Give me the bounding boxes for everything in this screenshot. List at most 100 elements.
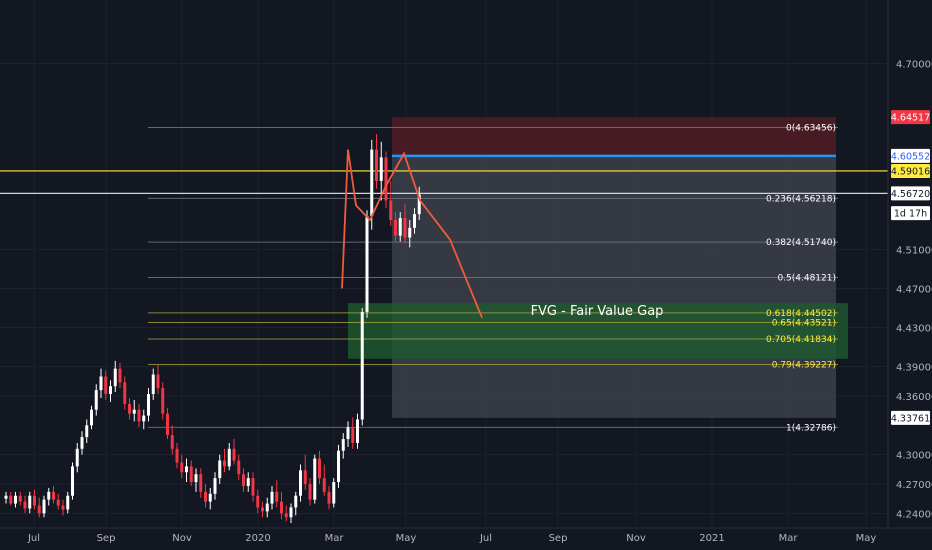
candle-body-83: [398, 218, 402, 236]
price-label-countdown: 1d 17h: [894, 209, 927, 220]
candle-body-17: [85, 425, 89, 438]
fib-label-3: 0.5(4.48121): [777, 273, 836, 283]
candle-body-12: [61, 505, 65, 510]
price-tick-0: 4.70000: [896, 60, 932, 71]
price-tick-3: 4.43000: [896, 324, 932, 335]
price-tick-8: 4.24000: [896, 509, 932, 520]
candle-body-0: [4, 495, 8, 499]
candle-body-79: [379, 157, 383, 181]
time-tick-11: May: [856, 533, 877, 544]
time-tick-8: Nov: [626, 533, 646, 544]
candle-body-50: [242, 474, 245, 486]
candle-body-80: [384, 157, 388, 201]
candle-body-81: [389, 200, 393, 220]
candle-body-28: [137, 409, 141, 422]
candle-body-45: [218, 460, 222, 479]
candle-body-47: [227, 448, 231, 467]
fib-label-4: 0.618(4.44502): [766, 309, 836, 319]
candle-body-31: [151, 374, 155, 395]
candle-body-52: [251, 478, 255, 496]
candle-body-51: [246, 478, 250, 486]
zones: [348, 117, 848, 418]
candle-body-78: [375, 149, 378, 181]
target-zone: [392, 155, 836, 418]
fvg-annotation[interactable]: FVG - Fair Value Gap: [531, 304, 664, 319]
candle-body-68: [327, 491, 331, 504]
price-axis-bg: [888, 0, 932, 550]
candle-body-65: [313, 458, 317, 500]
candle-body-23: [113, 368, 117, 387]
candle-body-74: [356, 419, 359, 443]
fibonacci-retracement[interactable]: 0(4.63456) 0.236(4.56218) 0.382(4.51740) 0.…: [148, 124, 838, 434]
candle-body-43: [208, 493, 212, 502]
price-tick-5: 4.36000: [896, 392, 932, 403]
candle-body-9: [47, 491, 51, 500]
time-tick-1: Sep: [97, 533, 116, 544]
candle-body-48: [232, 448, 236, 461]
fib-label-0: 0(4.63456): [786, 124, 836, 134]
fib-label-5: 0.65(4.43521): [772, 318, 836, 328]
candle-body-55: [265, 503, 269, 512]
projection-line: [341, 149, 483, 319]
candle-body-8: [42, 499, 46, 514]
horizontal-lines[interactable]: [0, 154, 888, 195]
candle-body-70: [337, 450, 340, 483]
time-tick-7: Sep: [549, 533, 568, 544]
candle-body-85: [408, 227, 412, 238]
candle-body-1: [9, 495, 13, 504]
candle-body-19: [94, 390, 98, 410]
price-label-last: 4.56720: [891, 189, 930, 200]
candle-body-7: [37, 505, 41, 514]
candle-body-22: [109, 386, 112, 395]
stop-zone: [392, 117, 836, 156]
candle-body-77: [370, 149, 374, 217]
price-tick-2: 4.47000: [896, 284, 932, 295]
fib-label-8: 1(4.32786): [786, 423, 836, 433]
candle-body-64: [308, 484, 312, 500]
price-label-yellow: 4.59016: [891, 166, 930, 177]
candle-body-33: [161, 388, 165, 414]
candle-body-39: [189, 466, 193, 483]
candle-body-21: [104, 376, 108, 395]
candle-body-35: [170, 435, 174, 449]
candle-body-49: [237, 460, 241, 475]
candle-body-86: [413, 214, 416, 228]
candle-body-82: [394, 220, 397, 236]
fvg-label: FVG - Fair Value Gap: [531, 304, 664, 319]
price-label-red: 4.64517: [891, 113, 930, 124]
price-labels: 4.64517 4.60552 4.59016 4.56720 1d 17h 4.3376…: [891, 110, 930, 425]
candle-body-54: [261, 507, 264, 512]
price-label-bg-countdown: [891, 206, 930, 221]
time-tick-9: 2021: [699, 533, 724, 544]
candle-body-59: [284, 513, 288, 518]
candle-body-38: [185, 466, 188, 473]
time-axis[interactable]: Jul Sep Nov 2020 Mar May Jul Sep Nov 2021 Mar May: [0, 527, 932, 550]
candle-body-58: [280, 501, 283, 514]
price-tick-7: 4.27000: [896, 480, 932, 491]
candle-body-3: [18, 495, 22, 502]
candle-body-6: [33, 495, 36, 506]
price-axis[interactable]: 4.70000 4.51000 4.47000 4.43000 4.39000 4.360…: [887, 0, 932, 550]
price-tick-6: 4.30000: [896, 451, 932, 462]
candle-body-62: [299, 470, 302, 496]
candle-body-20: [99, 376, 103, 391]
price-label-bg-red: [891, 110, 930, 125]
projection-path[interactable]: [341, 149, 483, 319]
candle-body-14: [71, 466, 74, 496]
candle-body-75: [360, 311, 364, 420]
candle-body-27: [132, 409, 136, 414]
candle-body-36: [175, 448, 179, 463]
candle-body-16: [80, 437, 84, 449]
candle-body-34: [166, 413, 169, 436]
price-label-bg-blue: [891, 148, 930, 163]
fib-label-6: 0.705(4.41834): [766, 335, 836, 345]
candle-body-63: [303, 470, 307, 484]
candle-body-44: [213, 478, 217, 494]
candle-body-37: [180, 462, 184, 473]
candle-body-69: [332, 482, 336, 504]
time-tick-0: Jul: [27, 533, 40, 544]
candle-body-61: [294, 495, 298, 508]
price-label-blue: 4.60552: [891, 151, 930, 162]
candle-body-11: [56, 499, 60, 506]
